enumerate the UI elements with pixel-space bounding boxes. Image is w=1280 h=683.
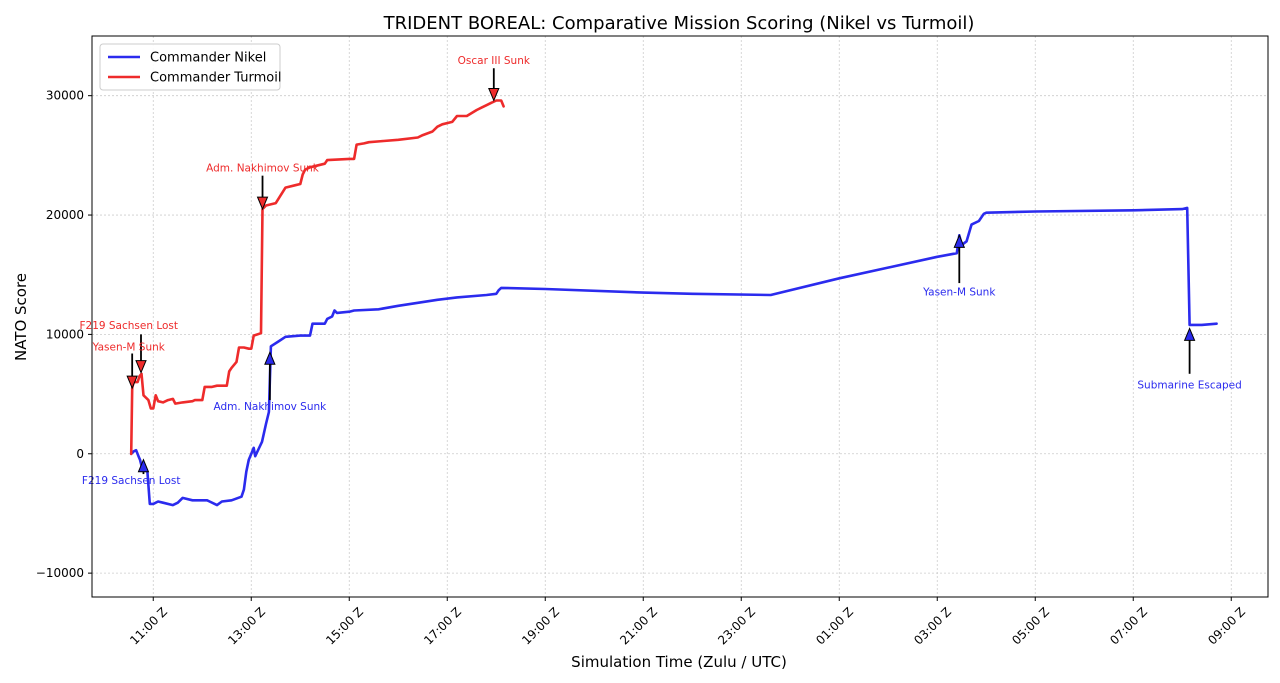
x-tick-label: 13:00 Z [225, 605, 268, 648]
y-tick-label: 0 [76, 447, 84, 461]
x-tick-label: 11:00 Z [127, 605, 170, 648]
series-line-commander-turmoil [129, 99, 505, 456]
y-tick-label: 20000 [46, 208, 84, 222]
annotation-label: Submarine Escaped [1137, 380, 1241, 392]
annotation-arrow-head [953, 234, 966, 248]
annotation-label: Adm. Nakhimov Sunk [206, 162, 320, 174]
annotation-arrow-head [1183, 327, 1196, 341]
legend: Commander Nikel Commander Turmoil [99, 43, 281, 91]
annotation-label: F219 Sachsen Lost [79, 320, 178, 332]
y-axis-label: NATO Score [12, 273, 30, 361]
annotation-arrow-head [137, 458, 150, 473]
x-tick-label: 05:00 Z [1009, 605, 1052, 648]
x-tick-label: 01:00 Z [813, 605, 856, 648]
x-tick-label: 09:00 Z [1205, 605, 1248, 648]
legend-label: Commander Nikel [150, 51, 266, 66]
annotation-label: Oscar III Sunk [458, 55, 531, 67]
x-tick-label: 03:00 Z [911, 605, 954, 648]
y-tick-label: 30000 [46, 89, 84, 103]
grid [92, 36, 1268, 597]
x-tick-label: 23:00 Z [715, 605, 758, 648]
annotation-arrow-head [126, 375, 138, 390]
annotation-label: F219 Sachsen Lost [82, 475, 181, 487]
legend-label: Commander Turmoil [150, 71, 281, 86]
annotation-arrow-head [488, 87, 500, 102]
y-tick-label: −10000 [36, 566, 84, 580]
x-tick-label: 17:00 Z [421, 605, 464, 648]
annotation-label: Yasen-M Sunk [92, 341, 166, 353]
x-tick-label: 21:00 Z [617, 605, 660, 648]
annotation-arrow-head [135, 360, 147, 374]
x-axis-label: Simulation Time (Zulu / UTC) [571, 653, 787, 671]
legend-frame [99, 43, 281, 91]
plot-frame [91, 35, 1269, 598]
annotation-layer: Oscar III Sunk Adm. Nakhimov Sunk F219 Sac… [79, 55, 1241, 487]
series-line-commander-nikel [129, 206, 1218, 507]
annotation-arrow-head [264, 351, 276, 365]
series-layer [129, 99, 1218, 507]
x-tick-label: 15:00 Z [323, 605, 366, 648]
annotation-label: Adm. Nakhimov Sunk [213, 401, 327, 413]
annotation-arrow-head [256, 196, 269, 211]
y-tick-label: 10000 [46, 327, 84, 341]
annotation-label: Yasen-M Sunk [922, 286, 996, 298]
x-tick-label: 07:00 Z [1107, 605, 1150, 648]
chart-title: TRIDENT BOREAL: Comparative Mission Scor… [383, 13, 975, 34]
x-tick-label: 19:00 Z [519, 605, 562, 648]
